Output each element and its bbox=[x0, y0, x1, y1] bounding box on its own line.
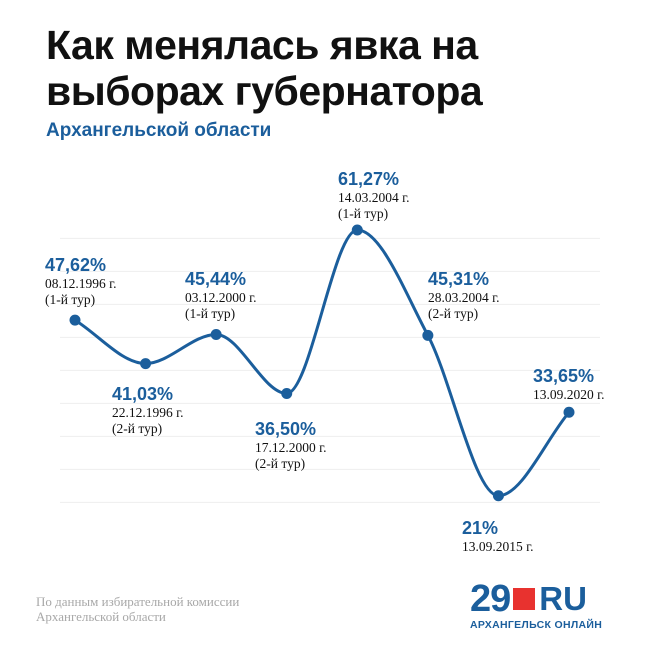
logo-caption: АРХАНГЕЛЬСК ОНЛАЙН bbox=[470, 619, 603, 631]
data-label-round: (1-й тур) bbox=[338, 206, 388, 221]
data-label-value: 33,65% bbox=[533, 366, 594, 386]
data-label-date: 03.12.2000 г. bbox=[185, 290, 257, 305]
data-point bbox=[492, 490, 504, 502]
chart-title-line-2: выборах губернатора bbox=[46, 68, 483, 114]
data-label-value: 47,62% bbox=[45, 255, 106, 275]
data-point bbox=[281, 387, 293, 399]
data-label-round: (1-й тур) bbox=[45, 292, 95, 307]
data-label-value: 21% bbox=[462, 518, 498, 538]
chart-subtitle: Архангельской области bbox=[46, 120, 272, 141]
data-label-group: 45,44%03.12.2000 г.(1-й тур) bbox=[185, 269, 257, 321]
data-label-group: 21%13.09.2015 г. bbox=[462, 518, 534, 554]
data-label-date: 08.12.1996 г. bbox=[45, 276, 117, 291]
data-label-date: 13.09.2020 г. bbox=[533, 387, 605, 402]
data-label-value: 45,44% bbox=[185, 269, 246, 289]
source-line-1: По данным избирательной комиссии bbox=[36, 594, 240, 609]
data-label-group: 61,27%14.03.2004 г.(1-й тур) bbox=[338, 169, 410, 221]
data-point bbox=[422, 329, 434, 341]
data-label-group: 33,65%13.09.2020 г. bbox=[533, 366, 605, 402]
data-point bbox=[351, 224, 363, 236]
data-label-value: 61,27% bbox=[338, 169, 399, 189]
data-label-round: (2-й тур) bbox=[255, 456, 305, 471]
data-label-group: 47,62%08.12.1996 г.(1-й тур) bbox=[45, 255, 117, 307]
chart-title: Как менялась явка на выборах губернатора bbox=[46, 22, 626, 114]
data-point bbox=[140, 358, 152, 370]
data-label-value: 45,31% bbox=[428, 269, 489, 289]
data-label-value: 36,50% bbox=[255, 419, 316, 439]
data-label-date: 17.12.2000 г. bbox=[255, 440, 327, 455]
chart-title-line-1: Как менялась явка на bbox=[46, 22, 478, 68]
logo-number: 29 bbox=[470, 578, 511, 620]
data-point bbox=[563, 406, 575, 418]
data-label-group: 45,31%28.03.2004 г.(2-й тур) bbox=[428, 269, 500, 321]
data-label-date: 14.03.2004 г. bbox=[338, 190, 410, 205]
source-note: По данным избирательной комиссии Арханге… bbox=[36, 594, 239, 624]
data-label-round: (2-й тур) bbox=[112, 421, 162, 436]
data-label-date: 13.09.2015 г. bbox=[462, 539, 534, 554]
data-points bbox=[69, 224, 575, 502]
data-labels: 47,62%08.12.1996 г.(1-й тур)41,03%22.12.… bbox=[45, 169, 605, 554]
brand-logo[interactable]: 29 RU АРХАНГЕЛЬСК ОНЛАЙН bbox=[470, 580, 630, 631]
logo-square-icon bbox=[513, 588, 536, 610]
turnout-series-line bbox=[73, 228, 571, 498]
data-label-round: (1-й тур) bbox=[185, 306, 235, 321]
data-label-group: 36,50%17.12.2000 г.(2-й тур) bbox=[255, 419, 327, 471]
data-label-value: 41,03% bbox=[112, 384, 173, 404]
logo-suffix: RU bbox=[539, 580, 587, 617]
data-label-date: 22.12.1996 г. bbox=[112, 405, 184, 420]
data-point bbox=[69, 314, 81, 326]
chart-grid bbox=[60, 237, 600, 503]
data-label-date: 28.03.2004 г. bbox=[428, 290, 500, 305]
data-label-group: 41,03%22.12.1996 г.(2-й тур) bbox=[112, 384, 184, 436]
data-point bbox=[210, 328, 222, 340]
source-line-2: Архангельской области bbox=[36, 609, 166, 624]
data-label-round: (2-й тур) bbox=[428, 306, 478, 321]
